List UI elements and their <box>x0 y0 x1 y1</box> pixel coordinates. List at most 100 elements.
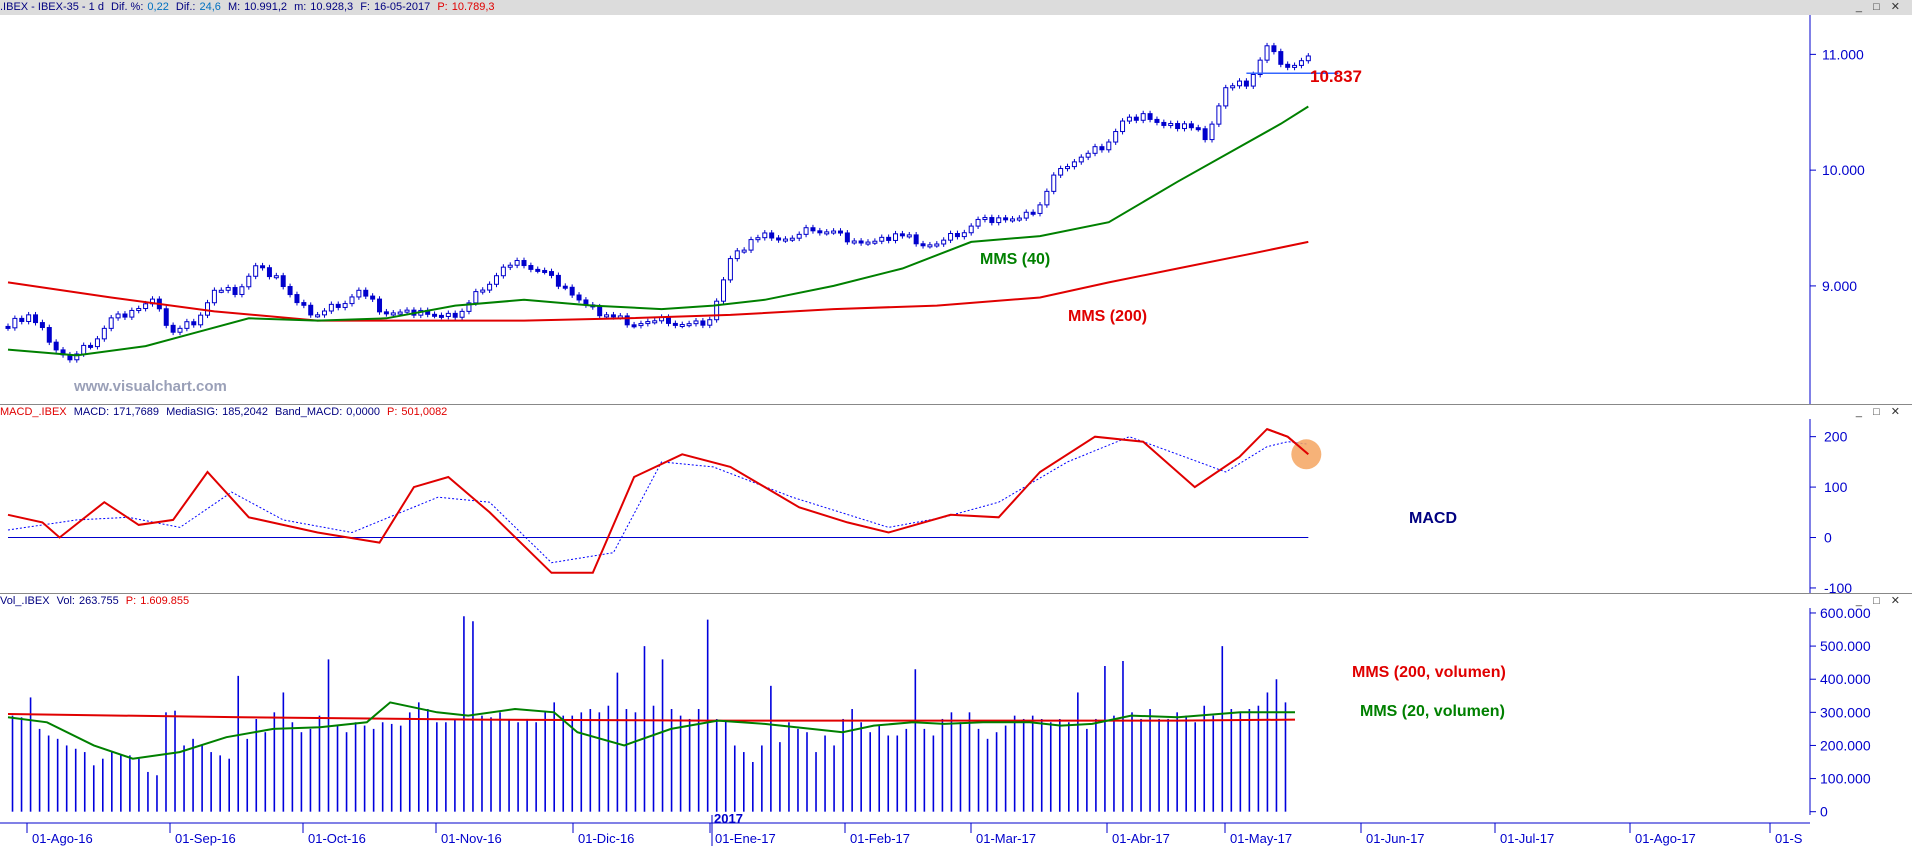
candle-body <box>239 286 245 295</box>
candle-body <box>975 218 981 227</box>
candle-body <box>1044 190 1050 206</box>
vol200-label: MMS (200, volumen) <box>1352 664 1506 681</box>
candle-body <box>177 327 183 333</box>
candle-body <box>851 240 857 244</box>
x-tick-label: 01-Dic-16 <box>578 831 634 846</box>
candle-body <box>1216 105 1222 125</box>
candle-body <box>308 304 314 316</box>
candle-body <box>1099 146 1105 151</box>
watermark: www.visualchart.com <box>74 378 227 395</box>
candle-body <box>741 249 747 253</box>
band-value: 0,0000 <box>346 406 380 418</box>
vol-label: Vol: <box>56 595 75 607</box>
candle-body <box>473 291 479 304</box>
candle-body <box>562 285 568 289</box>
candle-body <box>452 312 458 318</box>
macd-chart[interactable]: 200 100 0 -100 <box>0 404 1912 593</box>
macd-panel-header: MACD_.IBEX MACD: 171,7689 MediaSIG: 185,20… <box>0 404 1912 420</box>
vol-y-tick-label: 500.000 <box>1820 638 1871 654</box>
macd-window-buttons[interactable]: _ □ ✕ <box>1855 406 1904 418</box>
macd-y-tick-label: 0 <box>1824 530 1832 546</box>
x-tick-label: 01-Abr-17 <box>1112 831 1170 846</box>
candle-body <box>12 317 18 329</box>
x-tick-label: 01-Ago-17 <box>1635 831 1696 846</box>
candle-body <box>865 241 871 245</box>
macd-y-tick-label: 100 <box>1824 479 1848 495</box>
candle-body <box>88 344 94 348</box>
candle-body <box>1271 45 1277 53</box>
candle-body <box>576 294 582 301</box>
candle-body <box>610 314 616 318</box>
candle-body <box>817 230 823 234</box>
signal-line <box>7 436 1309 564</box>
candle-body <box>5 325 11 329</box>
candle-body <box>542 269 548 273</box>
candle-body <box>19 317 25 322</box>
vol-y-tick-label: 600.000 <box>1820 605 1871 621</box>
candle-body <box>893 233 899 241</box>
candle-body <box>624 315 630 326</box>
candle-body <box>679 324 685 328</box>
candle-body <box>776 237 782 241</box>
candle-body <box>1202 128 1208 141</box>
candle-body <box>920 243 926 247</box>
vol-window-buttons[interactable]: _ □ ✕ <box>1855 595 1904 607</box>
volume-chart[interactable]: 600.000 500.000 400.000 300.000 200.000 100.0… <box>0 593 1912 846</box>
candle-body <box>170 324 176 333</box>
macd-y-tick-label: 200 <box>1824 429 1848 445</box>
sig-value: 185,2042 <box>222 406 268 418</box>
candle-body <box>569 286 575 296</box>
candle-body <box>1154 118 1160 123</box>
candle-body <box>101 327 107 340</box>
candle-body <box>1181 123 1187 130</box>
vol-title: Vol_.IBEX <box>0 595 50 607</box>
candle-body <box>1161 121 1167 126</box>
dif-pct-value: 0,22 <box>147 1 169 13</box>
min-value: 10.928,3 <box>310 1 354 13</box>
candle-body <box>1071 161 1077 168</box>
candle-body <box>122 313 128 318</box>
price-chart[interactable]: 9.000 10.000 11.000 <box>0 0 1912 404</box>
macd-p-label: P: <box>387 406 398 418</box>
candle-body <box>837 230 843 234</box>
candle-body <box>1237 80 1243 87</box>
candle-body <box>232 287 238 295</box>
candle-body <box>74 353 80 361</box>
candle-body <box>954 233 960 238</box>
candle-body <box>1175 123 1181 130</box>
x-tick-label: 01-Jul-17 <box>1500 831 1554 846</box>
candle-body <box>1126 116 1132 122</box>
macd-indicator-label: MACD <box>1409 510 1457 527</box>
candle-body <box>968 225 974 234</box>
p-value: 10.789,3 <box>451 1 495 13</box>
candle-body <box>762 232 768 239</box>
candle-body <box>342 303 348 308</box>
candle-body <box>1243 80 1249 87</box>
candle-body <box>1120 120 1126 133</box>
candle-body <box>1016 217 1022 221</box>
candle-body <box>301 302 307 306</box>
candle-body <box>748 239 754 251</box>
candle-body <box>383 311 389 315</box>
candle-body <box>432 313 438 317</box>
candle-body <box>1168 123 1174 127</box>
candle-body <box>191 321 197 326</box>
price-window-buttons[interactable]: _ □ ✕ <box>1855 1 1904 13</box>
candle-body <box>1106 141 1112 151</box>
price-panel: .IBEX - IBEX-35 - 1 d Dif. %: 0,22 Dif.: 2… <box>0 0 1912 404</box>
candle-body <box>438 314 444 318</box>
level-label: 10.837 <box>1310 67 1362 86</box>
candle-body <box>514 260 520 266</box>
price-y-tick-label: 9.000 <box>1822 278 1857 294</box>
candle-body <box>218 289 224 293</box>
candle-body <box>280 275 286 288</box>
candle-body <box>1264 45 1270 61</box>
min-label: m: <box>294 1 307 13</box>
candle-body <box>858 240 864 244</box>
candle-body <box>81 344 87 355</box>
x-tick-label: 01-Nov-16 <box>441 831 502 846</box>
candle-body <box>445 312 451 317</box>
candle-body <box>1278 51 1284 65</box>
candle-body <box>397 311 403 315</box>
candle-body <box>941 239 947 245</box>
